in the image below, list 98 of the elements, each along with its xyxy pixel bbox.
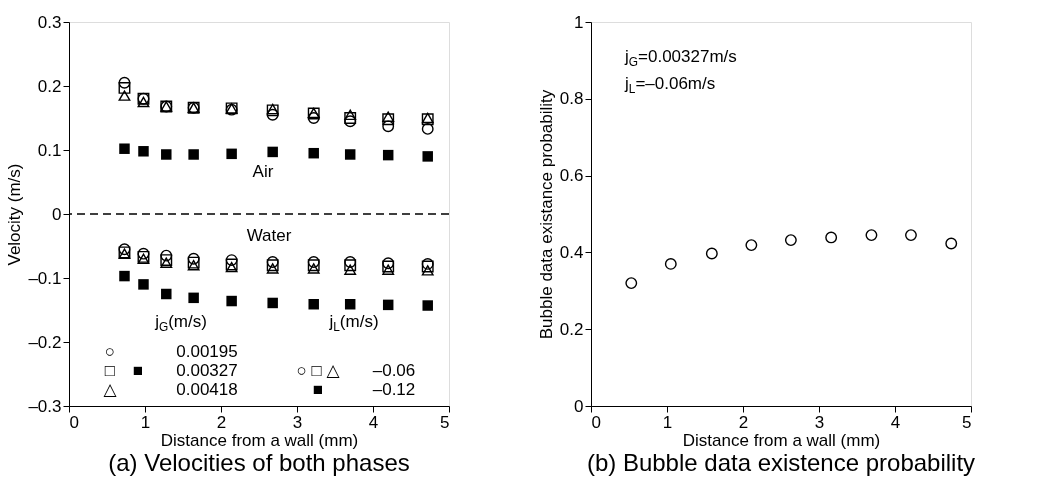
point: [825, 231, 838, 244]
point: [945, 237, 958, 250]
point: [266, 256, 279, 268]
point: [266, 108, 279, 121]
text: (a) Velocities of both phases: [108, 449, 410, 476]
point: [308, 147, 319, 159]
point: [118, 81, 131, 94]
point: [382, 149, 394, 161]
point: [625, 277, 638, 290]
point: [784, 234, 797, 247]
x-tick-label: 5: [440, 412, 450, 432]
point: [344, 299, 356, 310]
point: [267, 146, 278, 158]
point: [664, 257, 677, 270]
point: [118, 76, 131, 89]
x-tick-label: 2: [216, 412, 227, 432]
y-tick-label: 0: [574, 396, 584, 416]
annotation: Air: [252, 162, 274, 181]
x-axis-title: Distance from a wall (mm): [160, 430, 359, 450]
annotation: △: [103, 380, 118, 399]
point: [307, 259, 320, 272]
point: [138, 146, 149, 157]
point: [382, 111, 395, 122]
point: [344, 264, 357, 275]
point: [266, 263, 279, 274]
point: [188, 292, 199, 304]
x-tick-label: 4: [368, 412, 379, 432]
y-tick-label: 0.8: [559, 89, 584, 109]
x-axis-title: Distance from a wall (mm): [682, 430, 881, 450]
y-tick-label: 0: [52, 204, 62, 224]
point: [307, 263, 320, 274]
point: [382, 120, 395, 133]
y-tick-label: –0.2: [28, 332, 62, 352]
point: [344, 259, 357, 272]
x-tick-label: 1: [662, 412, 673, 432]
y-tick-label: 0.3: [37, 12, 62, 32]
y-tick-label: –0.3: [28, 396, 62, 416]
annotation: 0.00418: [176, 380, 238, 399]
y-tick-label: 0.6: [559, 166, 584, 186]
y-tick-label: 0.1: [37, 140, 62, 160]
y-axis-title: Velocity (m/s): [5, 163, 25, 266]
point: [266, 259, 279, 272]
annotation: 0.00327: [176, 361, 238, 380]
y-axis-title: Bubble data existance probability: [536, 89, 556, 340]
point: [422, 300, 433, 311]
point: [307, 256, 320, 268]
y-tick-label: 1: [574, 12, 584, 32]
point: [267, 297, 278, 309]
point: [160, 249, 173, 262]
point: [865, 229, 878, 242]
y-tick-label: 0.4: [559, 242, 584, 262]
point: [308, 299, 319, 310]
point: [119, 270, 130, 282]
point: [138, 279, 149, 290]
annotation: –0.06: [372, 361, 416, 380]
text: (b) Bubble data existence probability: [586, 449, 976, 476]
point: [188, 149, 199, 160]
point: [118, 90, 131, 101]
point: [745, 239, 758, 252]
annotation: ■: [312, 380, 324, 399]
point: [344, 115, 357, 128]
point: [382, 264, 395, 275]
x-tick-label: 2: [738, 412, 749, 432]
annotation: □: [104, 361, 116, 380]
x-tick-label: 1: [140, 412, 151, 432]
point: [226, 148, 237, 160]
x-tick-label: 5: [962, 412, 972, 432]
annotation: ○ □ △: [296, 361, 341, 380]
point: [307, 112, 320, 124]
point: [905, 229, 917, 242]
point: [382, 113, 395, 126]
x-tick-label: 3: [814, 412, 825, 432]
point: [226, 295, 237, 307]
annotation: 0.00195: [176, 342, 238, 361]
point: [187, 252, 200, 265]
x-tick-label: 0: [591, 412, 601, 432]
annotation: –0.12: [372, 380, 416, 399]
annotation: ○: [104, 342, 116, 361]
y-tick-label: 0.2: [559, 319, 584, 339]
point: [382, 299, 394, 311]
point: [137, 96, 150, 108]
y-tick-label: 0.2: [37, 76, 62, 96]
point: [344, 256, 357, 268]
point: [161, 149, 172, 160]
x-tick-label: 3: [292, 412, 303, 432]
annotation: Water: [246, 226, 292, 245]
point: [161, 288, 172, 300]
point: [225, 254, 238, 267]
point: [705, 247, 718, 260]
y-tick-label: –0.1: [28, 268, 62, 288]
point: [422, 151, 433, 162]
x-tick-label: 0: [69, 412, 79, 432]
point: [421, 122, 434, 135]
point: [344, 149, 356, 160]
x-tick-label: 4: [890, 412, 901, 432]
point: [119, 143, 130, 154]
annotation: ■: [132, 361, 144, 380]
point: [421, 265, 434, 276]
